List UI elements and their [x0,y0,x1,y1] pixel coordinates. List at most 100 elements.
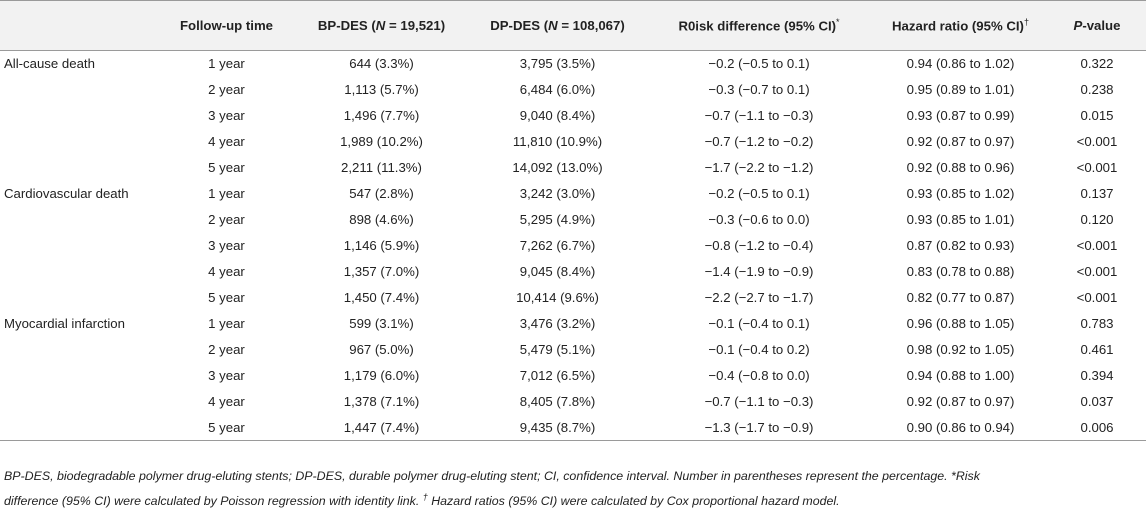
outcome-cell [0,285,160,311]
hazard-ratio-cell: 0.90 (0.86 to 0.94) [873,414,1048,441]
followup-cell: 2 year [208,212,245,227]
outcome-cell [0,337,160,363]
outcome-cell [0,77,160,103]
dp-des-cell: 5,479 (5.1%) [519,342,596,357]
dp-des-cell: 7,262 (6.7%) [519,238,596,253]
hazard-ratio-cell: 0.82 (0.77 to 0.87) [906,290,1015,305]
footnote-line-1: BP-DES, biodegradable polymer drug-eluti… [4,469,980,483]
results-table: Follow-up time BP-DES (N = 19,521) DP-DE… [0,0,1146,441]
risk-difference-cell: −0.7 (−1.2 to −0.2) [704,134,814,149]
risk-difference-cell: −1.3 (−1.7 to −0.9) [645,414,873,441]
dp-des-cell: 9,435 (8.7%) [470,414,645,441]
followup-cell: 5 year [208,290,245,305]
bp-des-cell: 1,447 (7.4%) [293,414,470,441]
outcome-cell [0,363,160,389]
bp-des-cell: 1,450 (7.4%) [343,290,420,305]
table-row: 4 year 1,378 (7.1%) 8,405 (7.8%) −0.7 (−1.1… [0,389,1146,415]
followup-cell: 5 year [208,160,245,175]
outcome-cell [0,155,160,181]
p-value-cell: <0.001 [1076,238,1118,253]
dp-des-cell: 11,810 (10.9%) [512,134,603,149]
followup-cell: 1 year [208,316,245,331]
hazard-ratio-cell: 0.96 (0.88 to 1.05) [906,316,1015,331]
p-value-cell: 0.394 [1080,368,1114,383]
hazard-ratio-cell: 0.93 (0.87 to 0.99) [906,108,1015,123]
hazard-ratio-cell: 0.92 (0.87 to 0.97) [906,394,1015,409]
dp-des-cell: 9,040 (8.4%) [519,108,596,123]
header-blank [0,0,160,51]
outcome-cell [0,414,160,441]
bp-des-cell: 1,146 (5.9%) [343,238,420,253]
p-value-cell: 0.783 [1080,316,1114,331]
dp-des-cell: 6,484 (6.0%) [519,82,596,97]
table-row: 2 year 967 (5.0%) 5,479 (5.1%) −0.1 (−0.4 t… [0,337,1146,363]
dp-des-cell: 3,242 (3.0%) [519,186,596,201]
dp-des-cell: 7,012 (6.5%) [519,368,596,383]
risk-difference-cell: −0.7 (−1.1 to −0.3) [704,108,814,123]
hazard-ratio-cell: 0.92 (0.87 to 0.97) [906,134,1015,149]
outcome-cell [0,389,160,415]
p-value-cell: 0.322 [1080,56,1114,72]
bp-des-cell: 898 (4.6%) [349,212,414,227]
bp-des-cell: 1,113 (5.7%) [344,82,419,97]
hazard-ratio-cell: 0.92 (0.88 to 0.96) [906,160,1015,175]
followup-cell: 5 year [160,414,293,441]
outcome-cell: Myocardial infarction [4,316,125,331]
bp-des-cell: 1,179 (6.0%) [343,368,420,383]
outcome-cell [0,207,160,233]
p-value-cell: <0.001 [1076,264,1118,279]
risk-difference-cell: −0.1 (−0.4 to 0.1) [708,316,810,331]
header-bp-des: BP-DES (N = 19,521) [293,0,470,51]
bp-des-cell: 1,496 (7.7%) [343,108,420,123]
followup-cell: 3 year [208,108,245,123]
dp-des-cell: 3,795 (3.5%) [519,56,596,72]
header-followup: Follow-up time [160,0,293,51]
bp-des-cell: 1,989 (10.2%) [340,134,423,149]
header-dp-des: DP-DES (N = 108,067) [470,0,645,51]
risk-difference-cell: −0.2 (−0.5 to 0.1) [708,56,810,72]
table-footnote: BP-DES, biodegradable polymer drug-eluti… [4,466,1140,512]
table-row: 5 year 1,447 (7.4%) 9,435 (8.7%) −1.3 (−1.7… [0,414,1146,441]
table-row: 5 year 2,211 (11.3%) 14,092 (13.0%) −1.7 (−… [0,155,1146,181]
p-value-cell: <0.001 [1076,134,1118,149]
followup-cell: 4 year [208,264,245,279]
table-row: 3 year 1,179 (6.0%) 7,012 (6.5%) −0.4 (−0.8… [0,363,1146,389]
bp-des-cell: 644 (3.3%) [349,56,414,72]
followup-cell: 2 year [208,342,245,357]
followup-cell: 2 year [208,82,245,97]
followup-cell: 4 year [208,134,245,149]
hazard-ratio-cell: 0.95 (0.89 to 1.01) [906,82,1015,97]
followup-cell: 3 year [208,368,245,383]
dp-des-cell: 3,476 (3.2%) [519,316,596,331]
dp-des-cell: 14,092 (13.0%) [512,160,603,175]
header-p-value: P-value [1048,0,1146,51]
p-value-cell: 0.137 [1080,186,1114,201]
dp-des-cell: 8,405 (7.8%) [519,394,596,409]
hazard-ratio-cell: 0.94 (0.86 to 1.02) [906,56,1015,72]
p-value-cell: 0.461 [1080,342,1114,357]
table-row: 4 year 1,357 (7.0%) 9,045 (8.4%) −1.4 (−1.9… [0,259,1146,285]
risk-difference-cell: −0.4 (−0.8 to 0.0) [708,368,810,383]
dp-des-cell: 9,045 (8.4%) [519,264,596,279]
p-value-cell: 0.037 [1080,394,1114,409]
outcome-cell [0,129,160,155]
table-row: 4 year 1,989 (10.2%) 11,810 (10.9%) −0.7 (−… [0,129,1146,155]
risk-difference-cell: −0.7 (−1.1 to −0.3) [704,394,814,409]
table-row: 5 year 1,450 (7.4%) 10,414 (9.6%) −2.2 (−2.… [0,285,1146,311]
risk-difference-cell: −0.2 (−0.5 to 0.1) [708,186,810,201]
risk-difference-cell: −0.1 (−0.4 to 0.2) [708,342,810,357]
bp-des-cell: 599 (3.1%) [349,316,414,331]
outcome-cell [0,259,160,285]
outcome-cell [0,103,160,129]
risk-difference-cell: −2.2 (−2.7 to −1.7) [704,290,814,305]
risk-difference-cell: −0.8 (−1.2 to −0.4) [704,238,814,253]
table-row: All-cause death 1 year 644 (3.3%) 3,795 (3.… [0,51,1146,77]
p-value-cell: <0.001 [1076,160,1118,175]
bp-des-cell: 1,357 (7.0%) [343,264,420,279]
followup-cell: 4 year [208,394,245,409]
p-value-cell: 0.238 [1080,82,1114,97]
hazard-ratio-cell: 0.93 (0.85 to 1.02) [906,186,1015,201]
outcome-cell: Cardiovascular death [4,186,129,201]
table-body: All-cause death 1 year 644 (3.3%) 3,795 (3.… [0,51,1146,441]
